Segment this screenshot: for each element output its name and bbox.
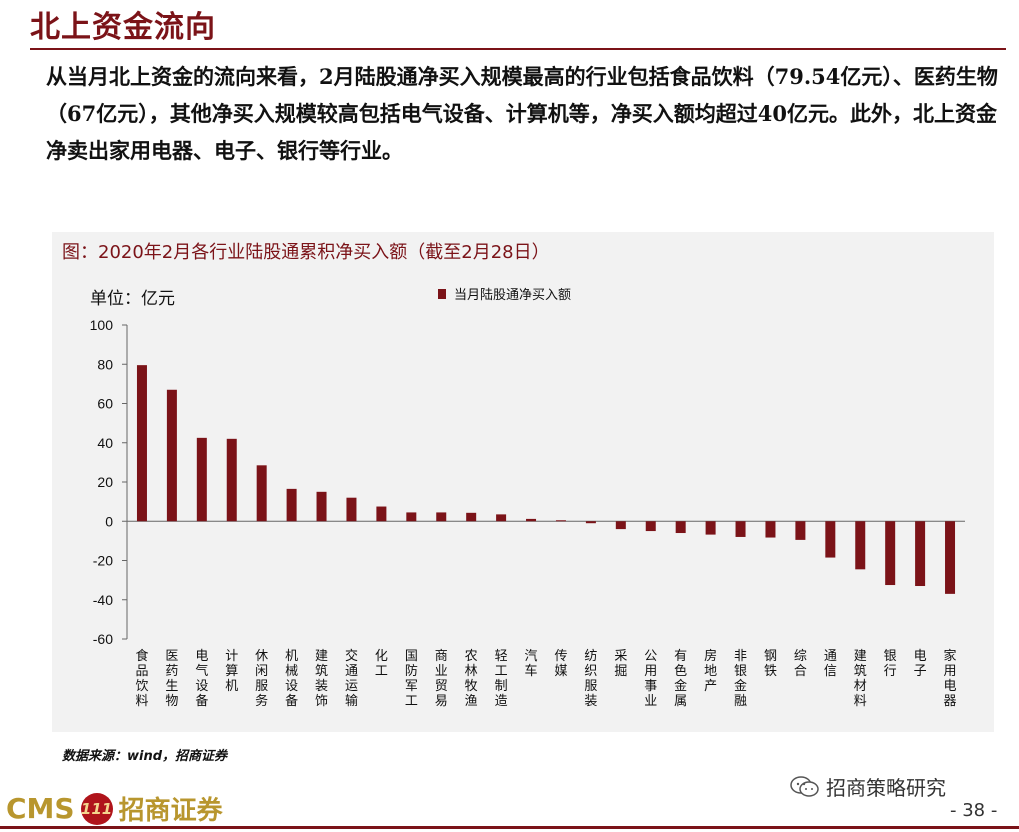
y-tick-label: -60 [93, 631, 113, 647]
x-tick-label: 综合 [794, 649, 807, 679]
x-tick-label: 传媒 [554, 649, 567, 679]
bar-国防军工 [406, 512, 417, 522]
x-tick-label: 休闲服务 [255, 649, 268, 709]
bar-有色金属 [675, 521, 686, 534]
bar-银行 [885, 521, 896, 586]
logo-chinese-text: 招商证券 [118, 796, 223, 826]
x-tick-label: 农林牧渔 [465, 649, 478, 709]
x-tick-label: 机械设备 [285, 649, 298, 709]
x-tick-label: 电气设备 [195, 649, 208, 709]
logo-mark-icon: 111 [80, 792, 113, 825]
x-tick-label: 采掘 [614, 649, 627, 679]
chart-title: 图：2020年2月各行业陆股通累积净买入额（截至2月28日） [62, 242, 550, 263]
summary-paragraph: 从当月北上资金的流向来看，2月陆股通净买入规模最高的行业包括食品饮料（79.54… [46, 64, 998, 163]
x-tick-label: 电子 [914, 649, 927, 679]
bar-汽车 [526, 518, 537, 522]
wechat-account: 招商策略研究 [790, 772, 946, 801]
bar-传媒 [555, 520, 566, 522]
bar-非银金融 [735, 521, 746, 537]
bar-食品饮料 [136, 365, 147, 522]
x-tick-label: 有色金属 [674, 649, 687, 709]
x-tick-label: 化工 [375, 649, 388, 679]
bar-机械设备 [286, 488, 297, 522]
y-tick-label: 60 [97, 396, 113, 412]
bar-商业贸易 [436, 512, 447, 522]
company-logo: CMS 111 招商证券 [6, 790, 223, 827]
bar-建筑装饰 [316, 491, 327, 522]
y-tick-label: 0 [105, 513, 113, 529]
chart-legend: 当月陆股通净买入额 [438, 284, 571, 303]
x-tick-label: 轻工制造 [495, 649, 508, 709]
legend-label: 当月陆股通净买入额 [454, 288, 572, 303]
x-tick-label: 通信 [824, 649, 837, 679]
title-divider [30, 48, 1006, 50]
footer-divider [0, 826, 1019, 829]
wechat-name: 招商策略研究 [826, 776, 946, 800]
x-tick-label: 公用事业 [644, 649, 657, 709]
bar-计算机 [226, 438, 237, 522]
x-tick-label: 建筑材料 [854, 649, 867, 709]
x-tick-label: 商业贸易 [435, 649, 448, 709]
x-tick-label: 非银金融 [734, 649, 747, 709]
bar-家用电器 [945, 521, 956, 594]
y-tick-label: -20 [93, 553, 113, 569]
x-tick-label: 食品饮料 [135, 648, 148, 709]
page-number: - 38 - [950, 800, 998, 821]
x-tick-label: 房地产 [704, 648, 717, 694]
bar-医药生物 [166, 389, 177, 522]
bar-建筑材料 [855, 521, 866, 570]
bar-轻工制造 [496, 514, 507, 522]
x-tick-label: 汽车 [525, 649, 538, 679]
x-tick-label: 建筑装饰 [315, 649, 328, 709]
bar-钢铁 [765, 521, 776, 538]
x-tick-label: 交通运输 [345, 648, 358, 709]
y-tick-label: 100 [90, 317, 114, 333]
x-tick-label: 钢铁 [764, 649, 777, 679]
page-title: 北上资金流向 [30, 10, 216, 45]
bar-纺织服装 [585, 521, 596, 524]
bar-综合 [795, 521, 806, 540]
y-tick-label: 20 [97, 474, 113, 490]
bar-房地产 [705, 521, 716, 535]
bar-采掘 [615, 521, 626, 530]
bar-农林牧渔 [466, 512, 477, 522]
chart-panel [52, 232, 994, 732]
x-tick-label: 国防军工 [405, 649, 418, 709]
x-tick-label: 医药生物 [165, 649, 178, 709]
wechat-icon [790, 775, 819, 797]
data-source: 数据来源：wind，招商证券 [62, 749, 228, 764]
x-tick-label: 银行 [884, 649, 897, 679]
chart-unit-label: 单位：亿元 [90, 289, 175, 309]
x-tick-label: 纺织服装 [584, 649, 597, 709]
legend-swatch [438, 288, 446, 299]
bar-交通运输 [346, 497, 357, 522]
y-tick-label: 80 [97, 356, 113, 372]
x-tick-label: 家用电器 [944, 648, 957, 709]
logo-cms-text: CMS [6, 792, 75, 825]
bar-公用事业 [645, 521, 656, 532]
y-tick-label: 40 [97, 435, 113, 451]
bar-化工 [376, 506, 387, 522]
bar-休闲服务 [256, 465, 267, 522]
x-tick-label: 计算机 [225, 649, 238, 694]
bar-电气设备 [196, 437, 207, 522]
bar-通信 [825, 521, 836, 558]
bar-电子 [915, 521, 926, 587]
y-tick-label: -40 [93, 592, 113, 608]
